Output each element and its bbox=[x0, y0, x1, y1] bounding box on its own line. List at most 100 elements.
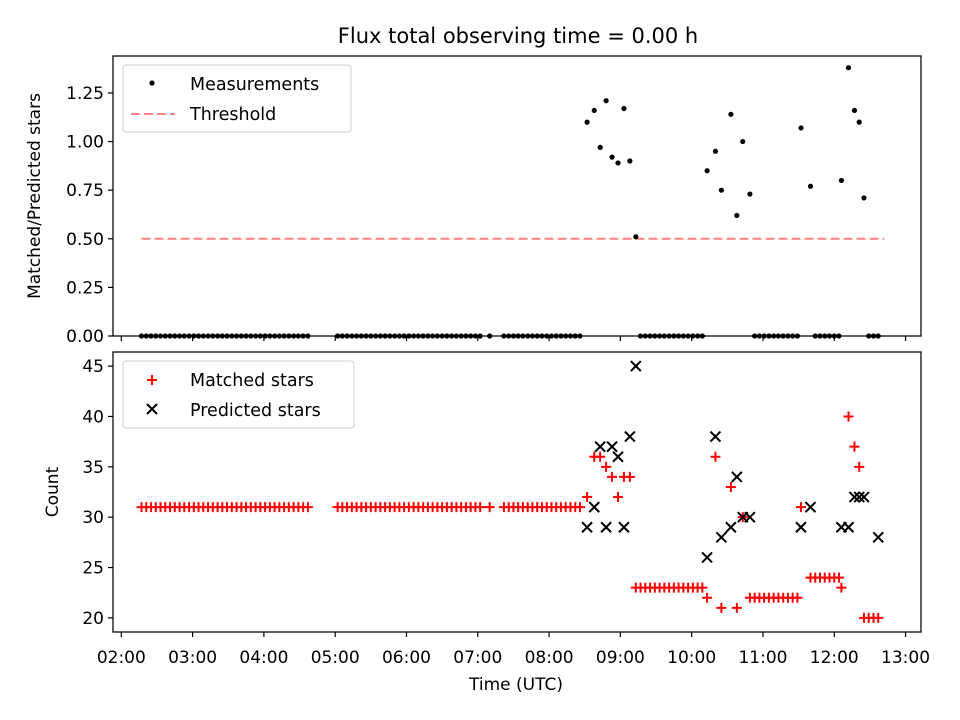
measurement-point bbox=[875, 333, 881, 339]
measurement-point bbox=[458, 333, 464, 339]
measurement-point bbox=[798, 125, 804, 131]
measurement-point bbox=[752, 333, 758, 339]
measurement-point bbox=[685, 333, 691, 339]
measurement-point bbox=[267, 333, 273, 339]
measurement-point bbox=[785, 333, 791, 339]
chart-title: Flux total observing time = 0.00 h bbox=[338, 24, 698, 48]
measurement-point bbox=[734, 212, 740, 219]
measurement-point bbox=[349, 333, 355, 339]
measurement-point bbox=[771, 333, 777, 339]
predicted-star-point bbox=[709, 430, 722, 443]
measurement-point bbox=[621, 105, 627, 112]
measurement-point bbox=[548, 333, 555, 339]
measurement-point bbox=[387, 333, 393, 339]
measurement-point bbox=[807, 183, 814, 189]
matched-star-point bbox=[731, 602, 742, 613]
predicted-star-point bbox=[618, 521, 630, 533]
matched-star-point bbox=[574, 502, 585, 513]
measurement-point bbox=[172, 333, 178, 339]
measurement-point bbox=[642, 333, 648, 339]
ratio-panel: 0.00 0.25 0.50 0.75 1.00 1.25 Matched/Predict… bbox=[25, 55, 922, 347]
matched-star-point bbox=[702, 592, 713, 603]
measurement-point bbox=[148, 333, 154, 339]
ratio-y-tick-label: 1.25 bbox=[66, 84, 104, 104]
measurement-point bbox=[291, 333, 297, 339]
measurement-point bbox=[780, 333, 786, 339]
matched-star-point bbox=[613, 492, 623, 503]
measurement-point bbox=[377, 333, 383, 339]
count-x-tick-label: 10:00 bbox=[667, 648, 716, 668]
measurement-point bbox=[300, 333, 306, 339]
measurement-point bbox=[295, 333, 301, 339]
count-y-axis-label: Count bbox=[43, 466, 63, 517]
predicted-star-point bbox=[858, 491, 870, 503]
measurement-point bbox=[257, 333, 263, 339]
measurement-point bbox=[472, 333, 479, 339]
predicted-star-point bbox=[624, 430, 636, 443]
measurement-point bbox=[817, 333, 823, 339]
measurement-point bbox=[838, 177, 844, 184]
count-y-tick-label: 30 bbox=[82, 508, 104, 528]
count-x-tick-label: 08:00 bbox=[525, 648, 574, 668]
matched-star-point bbox=[792, 592, 803, 603]
measurement-point bbox=[836, 333, 842, 339]
measurement-point bbox=[214, 333, 221, 339]
measurement-point bbox=[344, 333, 350, 339]
predicted-star-point bbox=[600, 521, 612, 533]
ratio-y-tick-label: 0.75 bbox=[66, 181, 104, 201]
measurement-point bbox=[272, 333, 278, 339]
measurement-point bbox=[766, 333, 772, 339]
measurement-point bbox=[690, 333, 696, 339]
matched-star-point bbox=[843, 411, 854, 422]
measurement-point bbox=[243, 333, 249, 339]
count-x-tick-label: 05:00 bbox=[311, 648, 360, 668]
measurement-point bbox=[584, 119, 590, 125]
measurement-point bbox=[661, 333, 667, 339]
count-x-tick-label: 12:00 bbox=[810, 648, 859, 668]
measurement-point bbox=[430, 333, 436, 339]
measurement-point bbox=[510, 333, 517, 339]
ratio-y-tick-label: 0.00 bbox=[66, 327, 104, 347]
predicted-star-point bbox=[588, 501, 600, 513]
measurement-point bbox=[597, 144, 603, 150]
legend-threshold-label: Threshold bbox=[189, 105, 276, 125]
matched-star-point bbox=[595, 451, 606, 462]
legend-predicted-label: Predicted stars bbox=[190, 401, 321, 421]
measurement-point bbox=[233, 333, 240, 339]
measurement-point bbox=[157, 333, 164, 339]
measurement-point bbox=[699, 333, 705, 339]
measurement-point bbox=[539, 333, 545, 339]
measurement-point bbox=[609, 154, 615, 160]
measurement-point bbox=[851, 107, 858, 114]
measurement-point bbox=[248, 333, 254, 339]
measurement-point bbox=[415, 333, 421, 339]
measurement-point bbox=[845, 65, 852, 71]
matched-star-point bbox=[725, 481, 736, 492]
measurement-point bbox=[563, 333, 569, 339]
count-x-tick-label: 07:00 bbox=[453, 648, 502, 668]
measurement-point bbox=[363, 333, 369, 339]
measurement-point bbox=[544, 333, 550, 339]
measurement-point bbox=[392, 333, 398, 339]
predicted-star-point bbox=[848, 491, 861, 503]
measurement-point bbox=[463, 333, 469, 339]
measurement-point bbox=[558, 333, 564, 339]
matched-star-point bbox=[873, 612, 884, 623]
measurement-point bbox=[153, 333, 159, 339]
count-y-tick-label: 20 bbox=[82, 609, 104, 629]
measurement-point bbox=[790, 333, 796, 339]
matched-star-point bbox=[484, 502, 495, 513]
matched-star-point bbox=[795, 502, 806, 513]
measurement-point bbox=[671, 333, 677, 339]
predicted-star-point bbox=[594, 440, 606, 453]
measurement-point bbox=[262, 333, 268, 339]
count-y-tick-label: 35 bbox=[82, 458, 104, 478]
measurement-point bbox=[162, 333, 168, 339]
measurement-point bbox=[633, 234, 639, 240]
measurement-point bbox=[181, 333, 187, 339]
matched-star-point bbox=[475, 502, 486, 513]
matched-star-point bbox=[302, 502, 313, 513]
measurement-point bbox=[276, 333, 282, 339]
measurement-point bbox=[637, 333, 644, 339]
